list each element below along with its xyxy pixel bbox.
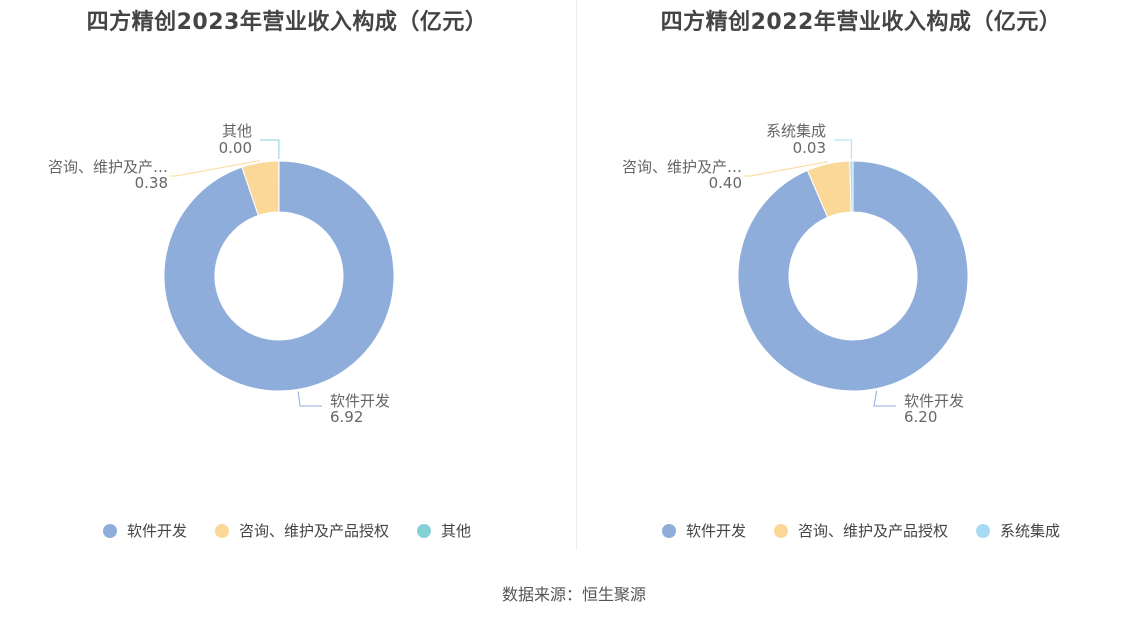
donut-slice: [737, 160, 969, 392]
legend-marker: [661, 523, 676, 538]
leader-line: [834, 139, 852, 160]
slice-value-label: 0.40: [709, 174, 742, 192]
donut-slice: [163, 160, 395, 392]
legend-marker: [976, 523, 990, 538]
legend-label: 软件开发: [126, 522, 187, 540]
leader-line: [170, 160, 260, 177]
slice-value-label: 6.92: [330, 408, 363, 426]
slice-label: 系统集成: [766, 122, 826, 140]
legend-marker: [214, 523, 229, 538]
leader-line: [297, 391, 322, 407]
legend-item[interactable]: 软件开发: [102, 520, 187, 541]
donut-slice: [849, 160, 854, 213]
slice-value-label: 6.20: [904, 408, 937, 426]
legend-item[interactable]: 软件开发: [661, 520, 746, 541]
slice-label: 软件开发: [330, 392, 390, 410]
legend-label: 咨询、维护及产品授权: [238, 522, 389, 540]
slice-value-label: 0.38: [135, 174, 168, 192]
legend-item[interactable]: 咨询、维护及产品授权: [773, 520, 948, 541]
legend-item[interactable]: 咨询、维护及产品授权: [214, 520, 389, 541]
chart-title: 四方精创2023年营业收入构成（亿元）: [86, 10, 488, 35]
data-source-note: 数据来源：恒生聚源: [501, 585, 646, 604]
legend-label: 系统集成: [1000, 522, 1061, 540]
legend-marker: [417, 523, 431, 538]
legend-label: 软件开发: [685, 522, 746, 540]
slice-label: 咨询、维护及产…: [48, 158, 168, 176]
slice-value-label: 0.00: [219, 139, 252, 157]
legend-marker: [773, 523, 788, 538]
slice-label: 其他: [222, 122, 252, 140]
chart-legend: 软件开发 咨询、维护及产品授权 其他: [0, 520, 574, 541]
slice-value-label: 0.03: [793, 139, 826, 157]
panel-divider: [576, 0, 577, 550]
slice-label: 软件开发: [904, 392, 964, 410]
legend-label: 其他: [441, 522, 472, 540]
chart-panel-2022: 四方精创2022年营业收入构成（亿元） 软件开发 6.20 咨询、维护及产… 0.40…: [574, 0, 1148, 560]
leader-line: [744, 161, 828, 177]
legend-item[interactable]: 系统集成: [976, 520, 1060, 541]
chart-legend: 软件开发 咨询、维护及产品授权 系统集成: [574, 520, 1148, 541]
chart-panel-2023: 四方精创2023年营业收入构成（亿元） 软件开发 6.92 咨询、维护及产… 0.38…: [0, 0, 574, 560]
legend-item[interactable]: 其他: [417, 520, 471, 541]
leader-line: [873, 390, 896, 407]
legend-label: 咨询、维护及产品授权: [797, 522, 948, 540]
chart-title: 四方精创2022年营业收入构成（亿元）: [660, 10, 1062, 35]
leader-line: [260, 139, 280, 159]
slice-label: 咨询、维护及产…: [622, 158, 742, 176]
legend-marker: [102, 523, 117, 538]
